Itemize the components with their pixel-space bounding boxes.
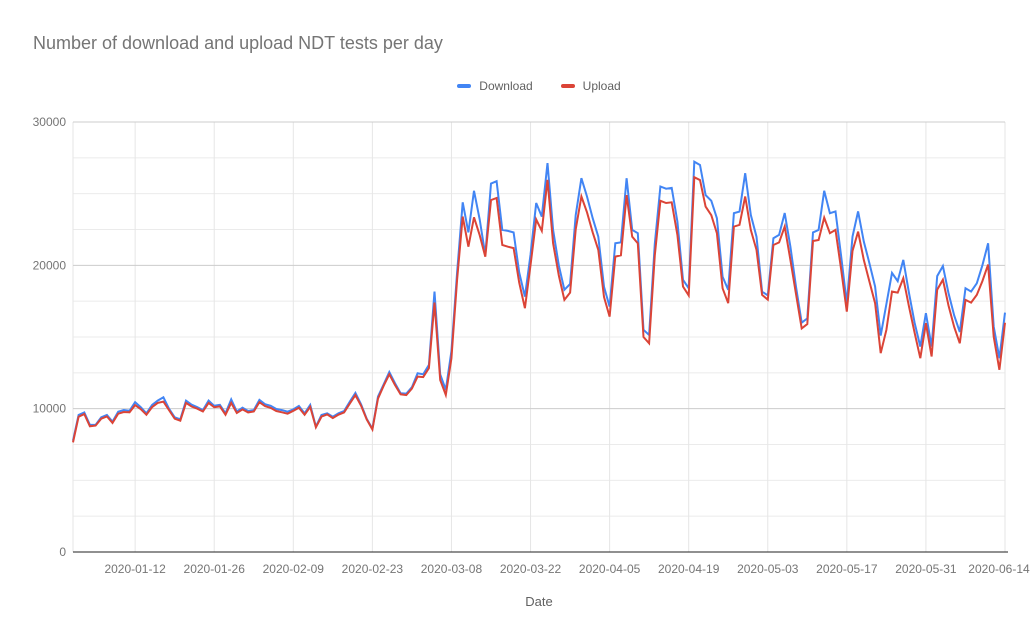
y-tick-label: 0 [59,545,66,559]
upload-series-line[interactable] [72,175,1006,443]
x-tick-label: 2020-05-31 [895,562,957,576]
x-tick-label: 2020-04-05 [579,562,641,576]
x-tick-label: 2020-06-14 [968,562,1030,576]
y-tick-label: 10000 [33,402,67,416]
legend-item-upload[interactable]: Upload [560,79,621,93]
y-tick-label: 30000 [33,115,67,129]
legend-item-download[interactable]: Download [457,79,533,93]
x-tick-label: 2020-01-12 [104,562,166,576]
x-tick-label: 2020-05-17 [816,562,878,576]
chart-title: Number of download and upload NDT tests … [33,33,443,53]
y-tick-label: 20000 [33,258,67,272]
x-tick-label: 2020-03-08 [421,562,483,576]
x-tick-label: 2020-05-03 [737,562,799,576]
x-tick-label: 2020-02-23 [342,562,404,576]
legend-label-download: Download [479,79,533,93]
upload-swatch-icon [560,84,575,88]
legend: Download Upload [73,78,1005,94]
x-tick-label: 2020-04-19 [658,562,720,576]
x-axis-title: Date [525,594,553,609]
legend-label-upload: Upload [582,79,621,93]
x-tick-label: 2020-01-26 [184,562,246,576]
download-series-line[interactable] [72,160,1006,441]
x-tick-label: 2020-03-22 [500,562,562,576]
x-tick-label: 2020-02-09 [263,562,325,576]
download-swatch-icon [457,84,472,88]
